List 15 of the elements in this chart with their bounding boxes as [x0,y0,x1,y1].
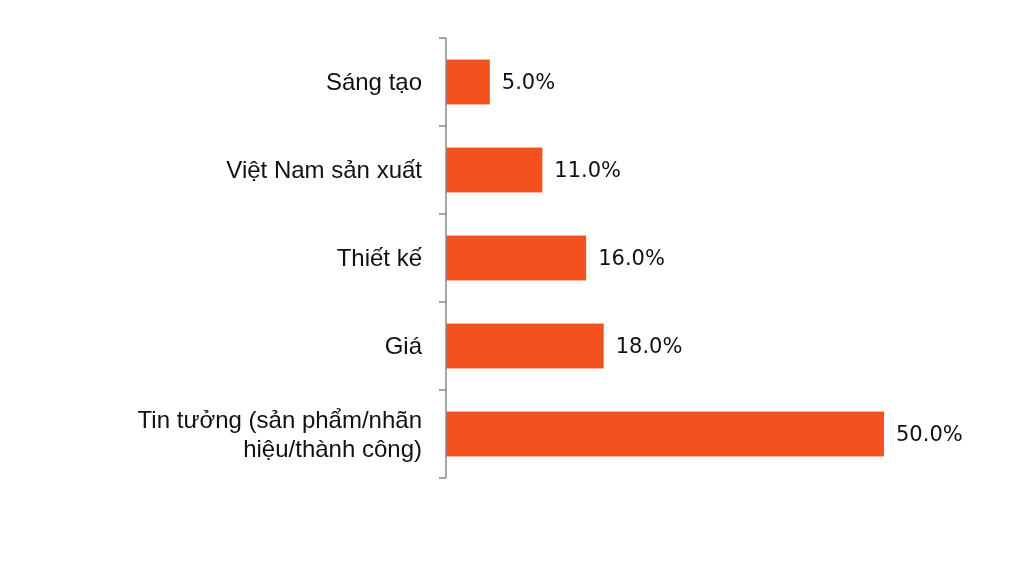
data-label: 50.0% [896,422,963,447]
data-label: 18.0% [615,334,683,359]
data-label: 16.0% [598,246,665,271]
bar [446,147,543,193]
y-tick-label: Tin tưởng (sản phẩm/nhãn hiệu/thành công) [137,406,422,462]
data-label: 11.0% [554,158,622,183]
bar [446,323,604,369]
y-tick-label: Sáng tạo [325,68,422,96]
data-label: 5.0% [501,70,556,95]
y-tick-label: Việt Nam sản xuất [226,156,423,184]
y-tick-label: Thiết kế [336,244,423,272]
bar [446,235,587,281]
y-tick-label: Giá [384,332,423,360]
bar [446,59,490,105]
bar [446,411,884,457]
